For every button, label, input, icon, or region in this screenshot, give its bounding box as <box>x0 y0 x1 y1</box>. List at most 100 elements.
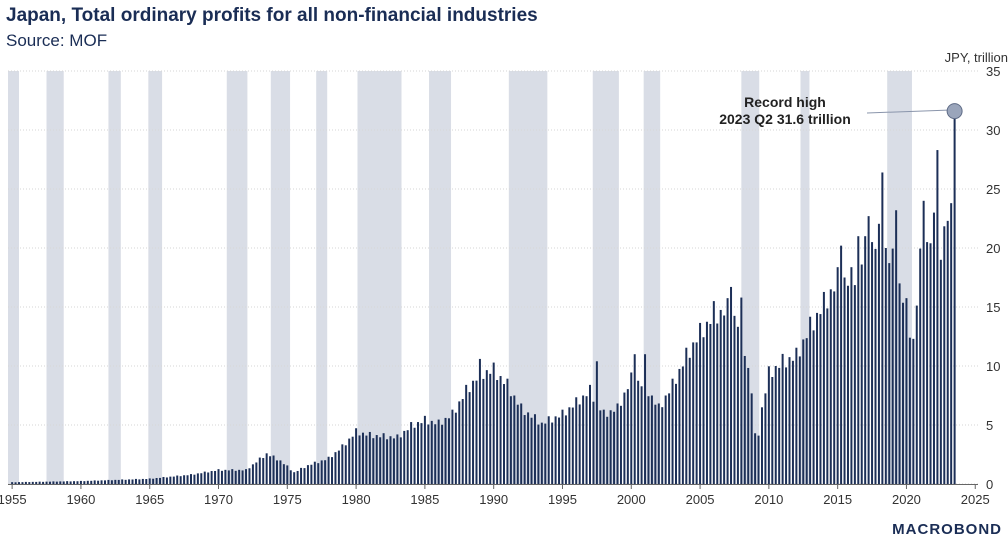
bar <box>833 291 836 484</box>
bar <box>406 430 409 484</box>
bar <box>11 482 14 484</box>
bar <box>589 384 591 484</box>
bar <box>210 471 213 484</box>
bar <box>344 445 347 484</box>
bar <box>286 465 289 484</box>
bar <box>224 469 227 484</box>
bar <box>183 475 186 484</box>
bar <box>114 479 117 484</box>
bar <box>382 433 385 484</box>
bar <box>24 481 27 484</box>
bar <box>785 367 788 484</box>
annotation-line-1: Record high <box>744 94 826 110</box>
bar <box>946 220 949 485</box>
bar <box>846 285 849 484</box>
bar <box>774 366 777 484</box>
bar <box>396 434 399 484</box>
bar <box>805 338 808 484</box>
bar <box>757 435 760 484</box>
macrobond-logo: MACROBOND <box>892 521 1002 538</box>
bar <box>902 302 905 484</box>
bar <box>379 437 382 484</box>
bar <box>661 407 664 484</box>
recession-band <box>429 71 452 484</box>
bar <box>193 474 196 484</box>
x-tick-label: 1970 <box>204 492 233 507</box>
bar <box>361 432 364 484</box>
bar <box>771 377 774 484</box>
bar <box>881 172 884 485</box>
bar <box>289 470 292 484</box>
bar <box>681 366 684 484</box>
bar <box>516 404 519 484</box>
bar <box>699 322 702 484</box>
bar <box>131 479 134 484</box>
bar <box>107 479 110 484</box>
bar <box>912 338 915 484</box>
bar <box>231 469 234 484</box>
bar <box>234 470 237 484</box>
bar <box>430 420 433 484</box>
x-tick-label: 1985 <box>410 492 439 507</box>
bar <box>795 347 798 484</box>
bar <box>809 316 812 484</box>
bar <box>561 409 564 484</box>
bar <box>513 395 516 484</box>
bar <box>128 479 131 484</box>
bar <box>355 428 358 484</box>
bar <box>585 396 588 484</box>
bar <box>503 384 506 484</box>
bar <box>571 407 574 484</box>
bar <box>623 392 626 484</box>
bar <box>337 450 340 484</box>
bar <box>747 367 750 484</box>
bar <box>214 470 217 484</box>
bar <box>950 203 953 484</box>
bar <box>186 475 189 484</box>
bar <box>613 411 616 484</box>
x-tick-label: 1990 <box>479 492 508 507</box>
bar <box>767 366 770 484</box>
bar <box>389 436 392 484</box>
bar <box>410 422 413 484</box>
bar <box>117 479 120 484</box>
y-tick-label: 30 <box>986 123 1000 138</box>
bar <box>104 480 106 484</box>
x-tick-label: 2005 <box>686 492 715 507</box>
y-tick-label: 0 <box>986 477 993 492</box>
bar <box>262 458 265 484</box>
bar <box>282 464 285 484</box>
bar <box>520 403 523 484</box>
bar <box>788 357 791 484</box>
bar <box>306 465 309 484</box>
bar <box>936 150 939 484</box>
bar <box>324 460 327 484</box>
bar <box>465 384 468 484</box>
bar <box>671 378 674 484</box>
bar <box>702 337 705 484</box>
bar <box>595 361 598 484</box>
bar <box>365 435 368 484</box>
recession-band <box>800 71 810 484</box>
bar <box>853 285 856 484</box>
x-tick-label: 2015 <box>823 492 852 507</box>
bar <box>674 383 677 484</box>
bar <box>716 323 719 484</box>
y-tick-label: 25 <box>986 182 1000 197</box>
bar <box>152 478 155 484</box>
bar <box>165 477 168 484</box>
bar <box>547 416 550 484</box>
bar <box>90 480 93 484</box>
bar <box>155 478 158 484</box>
bar <box>52 481 55 484</box>
bar <box>709 323 712 484</box>
bar <box>578 404 581 484</box>
bar <box>506 378 509 484</box>
bar <box>31 481 34 484</box>
bar <box>654 404 657 484</box>
bar <box>719 309 722 484</box>
bar <box>38 481 41 484</box>
bar <box>296 470 299 484</box>
bar <box>884 248 887 484</box>
